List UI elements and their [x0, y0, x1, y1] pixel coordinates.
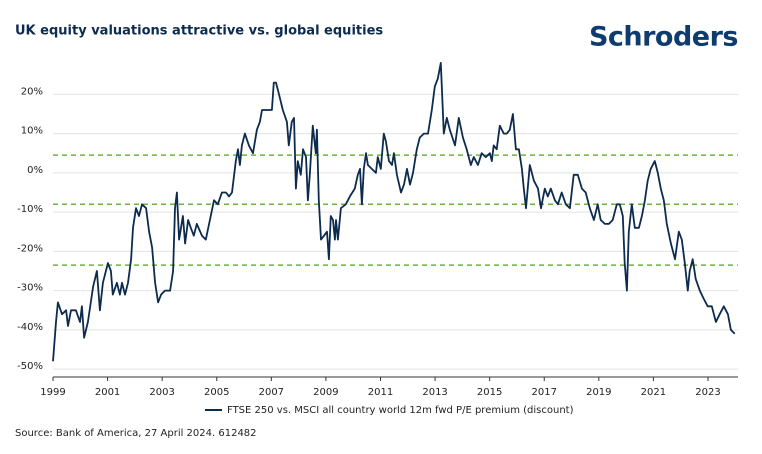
chart-title: UK equity valuations attractive vs. glob… [15, 24, 383, 39]
y-tick-label: -40% [17, 322, 43, 333]
source: Source: Bank of America, 27 April 2024. … [15, 428, 257, 439]
series-line [52, 62, 736, 362]
x-tick-label: 2009 [313, 387, 338, 398]
logo: Schroders [589, 22, 738, 53]
y-tick-label: -50% [17, 361, 43, 372]
x-tick-label: 2005 [204, 387, 229, 398]
y-tick-label: -10% [17, 204, 43, 215]
x-tick-label: 2011 [368, 387, 393, 398]
x-tick-label: 2023 [695, 387, 720, 398]
x-tick-label: 2017 [532, 387, 557, 398]
y-tick-label: 20% [21, 86, 43, 97]
x-tick-label: 2015 [477, 387, 502, 398]
x-tick-label: 2003 [149, 387, 174, 398]
x-tick-label: 1999 [40, 387, 65, 398]
x-tick-label: 2001 [95, 387, 120, 398]
x-tick-label: 2021 [641, 387, 666, 398]
y-tick-label: 10% [21, 126, 43, 137]
y-tick-label: -30% [17, 283, 43, 294]
x-tick-label: 2013 [422, 387, 447, 398]
legend-label: FTSE 250 vs. MSCI all country world 12m … [227, 405, 574, 416]
y-tick-label: -20% [17, 243, 43, 254]
y-tick-label: 0% [27, 165, 43, 176]
x-tick-label: 2007 [259, 387, 284, 398]
x-tick-label: 2019 [586, 387, 611, 398]
